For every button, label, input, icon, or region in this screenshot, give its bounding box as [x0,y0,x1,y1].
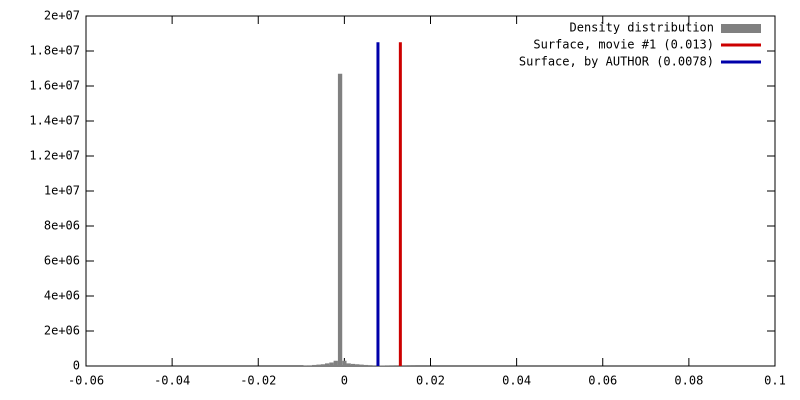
bar [355,364,360,366]
bar [368,365,373,366]
y-tick-label: 8e+06 [44,219,80,233]
x-tick-label: 0.1 [764,374,786,388]
legend-label: Surface, movie #1 (0.013) [533,38,714,52]
bar [307,365,313,366]
bar [346,363,351,366]
x-tick-label: 0 [341,374,348,388]
bar [333,360,338,366]
bar [342,360,347,366]
legend-swatch [721,24,761,33]
x-tick-label: 0.06 [588,374,617,388]
x-tick-label: 0.08 [674,374,703,388]
y-tick-label: 4e+06 [44,289,80,303]
y-tick-label: 1e+07 [44,184,80,198]
y-tick-label: 1.8e+07 [29,44,80,58]
y-tick-label: 2e+06 [44,324,80,338]
y-tick-label: 0 [73,359,80,373]
y-tick-label: 1.4e+07 [29,114,80,128]
y-tick-label: 1.2e+07 [29,149,80,163]
bar [324,363,330,366]
legend-label: Density distribution [570,21,715,35]
x-tick-label: -0.04 [154,374,190,388]
y-tick-label: 2e+07 [44,9,80,23]
plot-border [85,15,776,367]
bar [337,73,343,366]
y-tick-label: 6e+06 [44,254,80,268]
legend-label: Surface, by AUTHOR (0.0078) [519,55,714,69]
x-tick-label: 0.04 [502,374,531,388]
bar [316,364,321,366]
x-tick-label: 0.02 [416,374,445,388]
bar [312,364,317,366]
bar [320,364,325,366]
x-tick-label: -0.02 [240,374,276,388]
bar [372,365,377,366]
bar [363,364,369,366]
bar [350,363,356,366]
bar [329,362,334,366]
y-tick-label: 1.6e+07 [29,79,80,93]
x-tick-label: -0.06 [68,374,104,388]
bar [359,364,364,366]
